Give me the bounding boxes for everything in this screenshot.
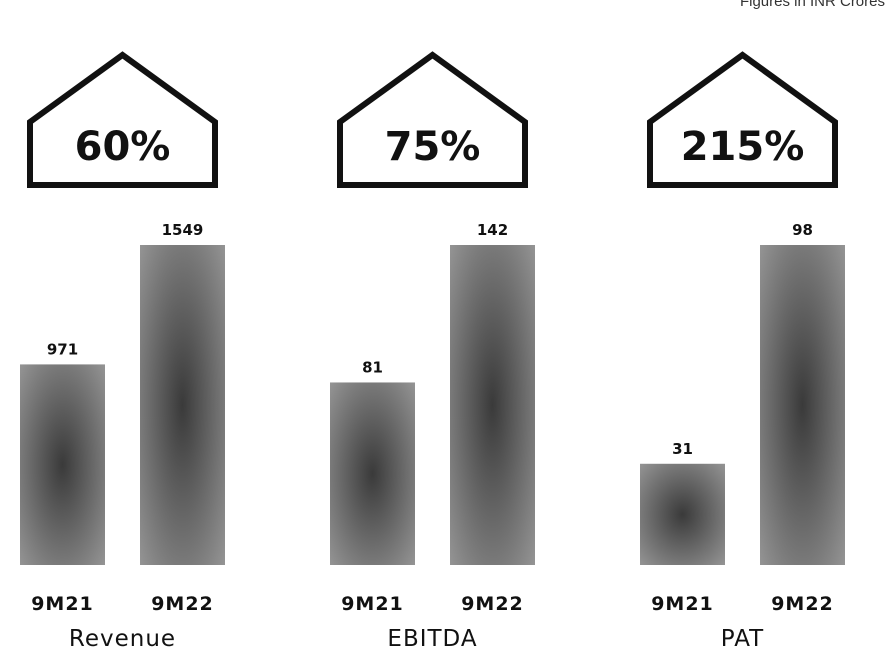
group-label: EBITDA [387,626,477,652]
bar-9m22 [140,245,225,565]
group-label: Revenue [69,626,176,652]
group-revenue: 60% 971 9M21 1549 9M22 Revenue [20,51,225,652]
growth-badge-house [647,51,838,188]
tick-label: 9M22 [151,593,214,615]
tick-label: 9M21 [31,593,94,615]
growth-badge-house [27,51,218,188]
tick-label: 9M22 [771,593,834,615]
data-label: 142 [477,221,508,239]
growth-percentage: 75% [385,124,481,170]
group-ebitda: 75% 81 9M21 142 9M22 EBITDA [330,51,535,652]
growth-percentage: 60% [75,124,171,170]
bar-9m22 [450,245,535,565]
growth-percentage: 215% [681,124,805,170]
group-label: PAT [721,626,764,652]
bar-9m21 [330,382,415,565]
bar-9m21 [20,364,105,565]
data-label: 98 [792,221,813,239]
data-label: 81 [362,358,383,376]
tick-label: 9M21 [651,593,714,615]
data-label: 31 [672,440,693,458]
bar-9m22 [760,245,845,565]
bar-9m21 [640,463,725,565]
tick-label: 9M22 [461,593,524,615]
group-pat: 215% 31 9M21 98 9M22 PAT [640,51,845,652]
data-label: 971 [47,340,78,358]
growth-badge-house [337,51,528,188]
tick-label: 9M21 [341,593,404,615]
unit-note: Figures in INR Crores [740,0,885,10]
data-label: 1549 [162,221,204,239]
